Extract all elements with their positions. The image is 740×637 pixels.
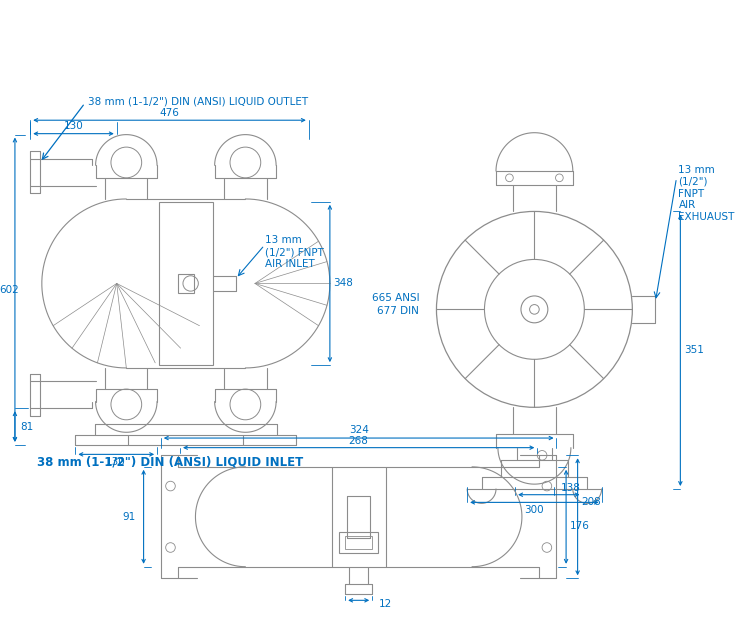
Text: 300: 300 [525,505,544,515]
Text: 81: 81 [20,422,33,431]
Text: 348: 348 [334,278,353,289]
Bar [346,536,372,550]
Text: 130: 130 [106,457,126,467]
Text: 602: 602 [0,285,19,295]
Text: 12: 12 [379,599,392,609]
Text: 268: 268 [349,436,369,446]
Text: 176: 176 [570,522,590,531]
Text: 208: 208 [581,497,601,508]
Bar [159,202,212,365]
Bar [340,532,378,554]
Bar [178,274,194,293]
Text: 351: 351 [684,345,704,355]
Text: 13 mm
(1/2") FNPT
AIR INLET: 13 mm (1/2") FNPT AIR INLET [265,236,323,269]
Text: 324: 324 [349,426,369,435]
Text: 138: 138 [561,483,581,493]
Text: 130: 130 [64,121,84,131]
Text: 665 ANSI: 665 ANSI [371,293,419,303]
Text: 677 DIN: 677 DIN [377,306,419,317]
Text: 13 mm
(1/2")
FNPT
AIR
EXHUAUST: 13 mm (1/2") FNPT AIR EXHUAUST [679,166,735,222]
Text: 38 mm (1-1/2") DIN (ANSI) LIQUID OUTLET: 38 mm (1-1/2") DIN (ANSI) LIQUID OUTLET [88,96,308,106]
Text: 91: 91 [123,512,136,522]
Text: 476: 476 [160,108,180,118]
Text: 38 mm (1-1/2") DIN (ANSI) LIQUID INLET: 38 mm (1-1/2") DIN (ANSI) LIQUID INLET [37,455,303,469]
